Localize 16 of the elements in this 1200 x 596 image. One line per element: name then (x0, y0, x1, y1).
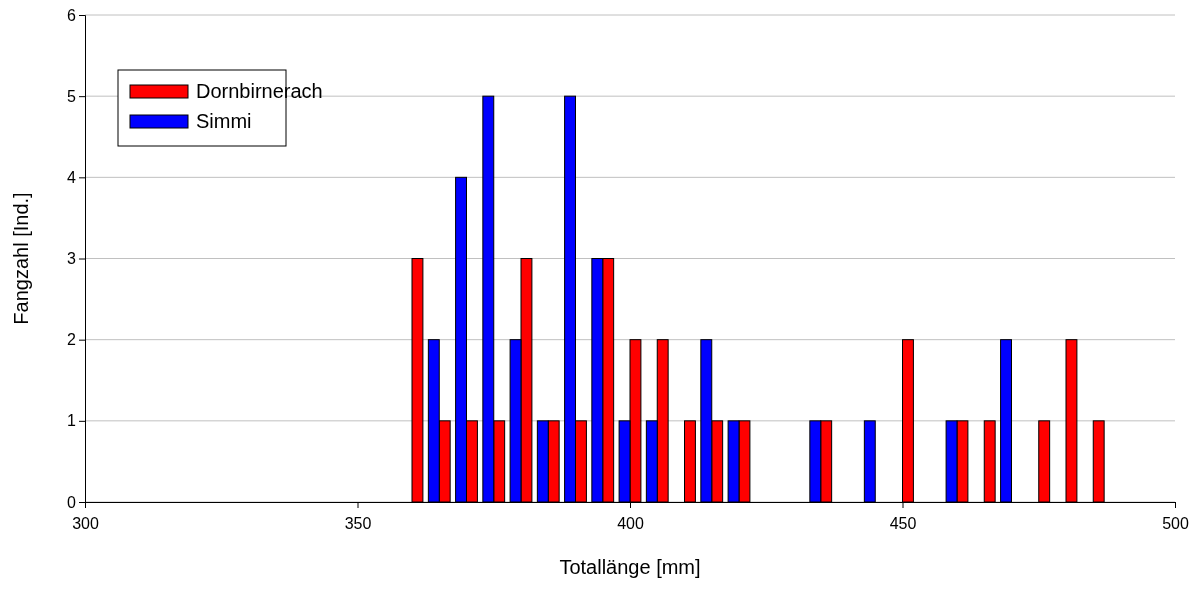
y-tick-label: 3 (67, 250, 77, 268)
x-tick-label: 450 (889, 514, 917, 532)
y-tick-label: 2 (67, 331, 77, 349)
x-tick-label: 500 (1162, 514, 1189, 532)
y-axis-title: Fangzahl [Ind.] (10, 192, 32, 325)
x-axis-title: Totallänge [mm] (559, 556, 701, 578)
y-tick-label: 6 (67, 6, 77, 24)
y-tick-label: 5 (67, 87, 77, 105)
legend-label: Simmi (196, 110, 252, 132)
legend-label: Dornbirnerach (196, 80, 323, 102)
x-tick-label: 400 (617, 514, 644, 532)
x-tick-label: 300 (72, 514, 99, 532)
x-tick-label: 350 (344, 514, 372, 532)
y-tick-label: 0 (67, 493, 77, 511)
y-tick-label: 1 (67, 412, 77, 430)
y-tick-label: 4 (67, 168, 77, 186)
